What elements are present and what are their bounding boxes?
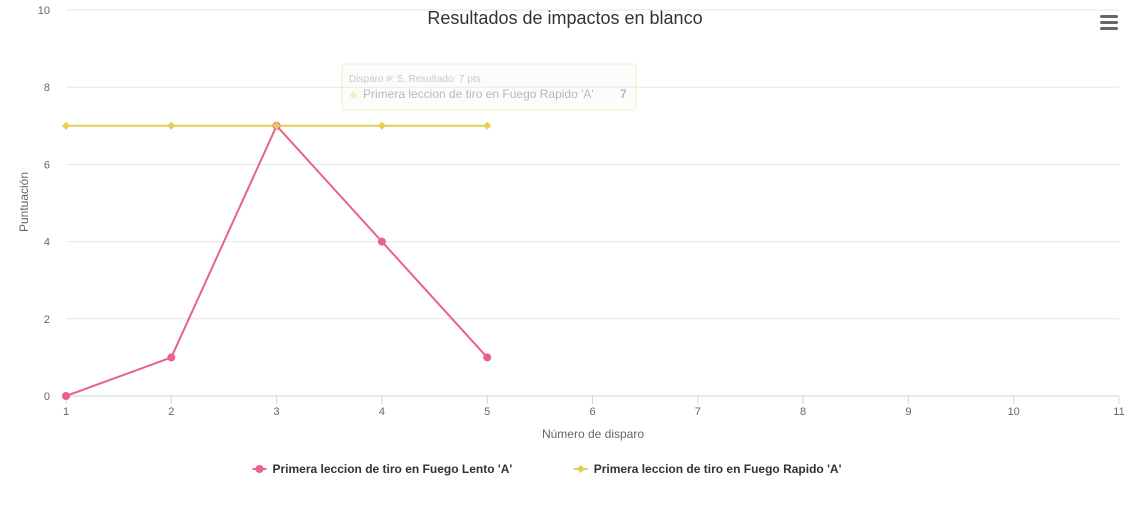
legend-diamond-icon xyxy=(576,465,585,473)
legend-item-2[interactable]: Primera leccion de tiro en Fuego Rapido … xyxy=(573,462,842,476)
legend-circle-icon xyxy=(255,465,264,473)
tooltip-value: 7 xyxy=(620,87,627,101)
y-tick-label: 10 xyxy=(38,5,50,17)
y-tick-label: 0 xyxy=(44,391,50,403)
x-tick-label: 3 xyxy=(274,406,280,418)
tooltip-box xyxy=(341,63,637,111)
tooltip-marker-icon: ◆ xyxy=(349,89,358,101)
chart-title: Resultados de impactos en blanco xyxy=(427,8,702,28)
x-tick-label: 7 xyxy=(695,406,701,418)
hamburger-menu-icon[interactable] xyxy=(1096,10,1122,34)
series-2-point[interactable] xyxy=(167,121,176,130)
x-axis-title: Número de disparo xyxy=(542,427,644,441)
legend: Primera leccion de tiro en Fuego Lento '… xyxy=(252,462,842,476)
series-2-point[interactable] xyxy=(483,121,492,130)
x-tick-label: 6 xyxy=(589,406,595,418)
series-line-1[interactable] xyxy=(65,124,489,397)
y-axis-title: Puntuación xyxy=(17,172,31,232)
series-1-point[interactable] xyxy=(167,353,176,362)
y-tick-label: 8 xyxy=(44,82,50,94)
x-tick-label: 2 xyxy=(168,406,174,418)
x-tick-label: 4 xyxy=(379,406,385,418)
y-tick-label: 4 xyxy=(44,237,50,249)
x-tick-label: 5 xyxy=(484,406,490,418)
series-2-point[interactable] xyxy=(62,121,70,130)
series-layer xyxy=(62,121,492,400)
legend-item-1[interactable]: Primera leccion de tiro en Fuego Lento '… xyxy=(252,462,513,476)
y-tick-label: 6 xyxy=(44,159,50,171)
series-1-point[interactable] xyxy=(377,237,386,246)
series-2-point[interactable] xyxy=(377,121,386,130)
x-tick-label: 9 xyxy=(905,406,911,418)
x-tick-label: 10 xyxy=(1008,406,1020,418)
legend-label: Primera leccion de tiro en Fuego Lento '… xyxy=(273,462,513,476)
y-tick-label: 2 xyxy=(44,314,50,326)
tooltip: Disparo #: 5, Resultado: 7 pts ◆ Primera… xyxy=(341,63,637,111)
tooltip-series-name: Primera leccion de tiro en Fuego Rapido … xyxy=(363,87,594,101)
x-tick-label: 1 xyxy=(63,406,69,418)
tooltip-header: Disparo #: 5, Resultado: 7 pts xyxy=(349,74,481,85)
x-tick-label: 11 xyxy=(1113,406,1124,418)
series-1-point[interactable] xyxy=(62,392,70,400)
x-tick-label: 8 xyxy=(800,406,806,418)
series-1-point[interactable] xyxy=(483,353,492,362)
series-2-point[interactable] xyxy=(272,121,281,130)
legend-label: Primera leccion de tiro en Fuego Rapido … xyxy=(594,462,842,476)
